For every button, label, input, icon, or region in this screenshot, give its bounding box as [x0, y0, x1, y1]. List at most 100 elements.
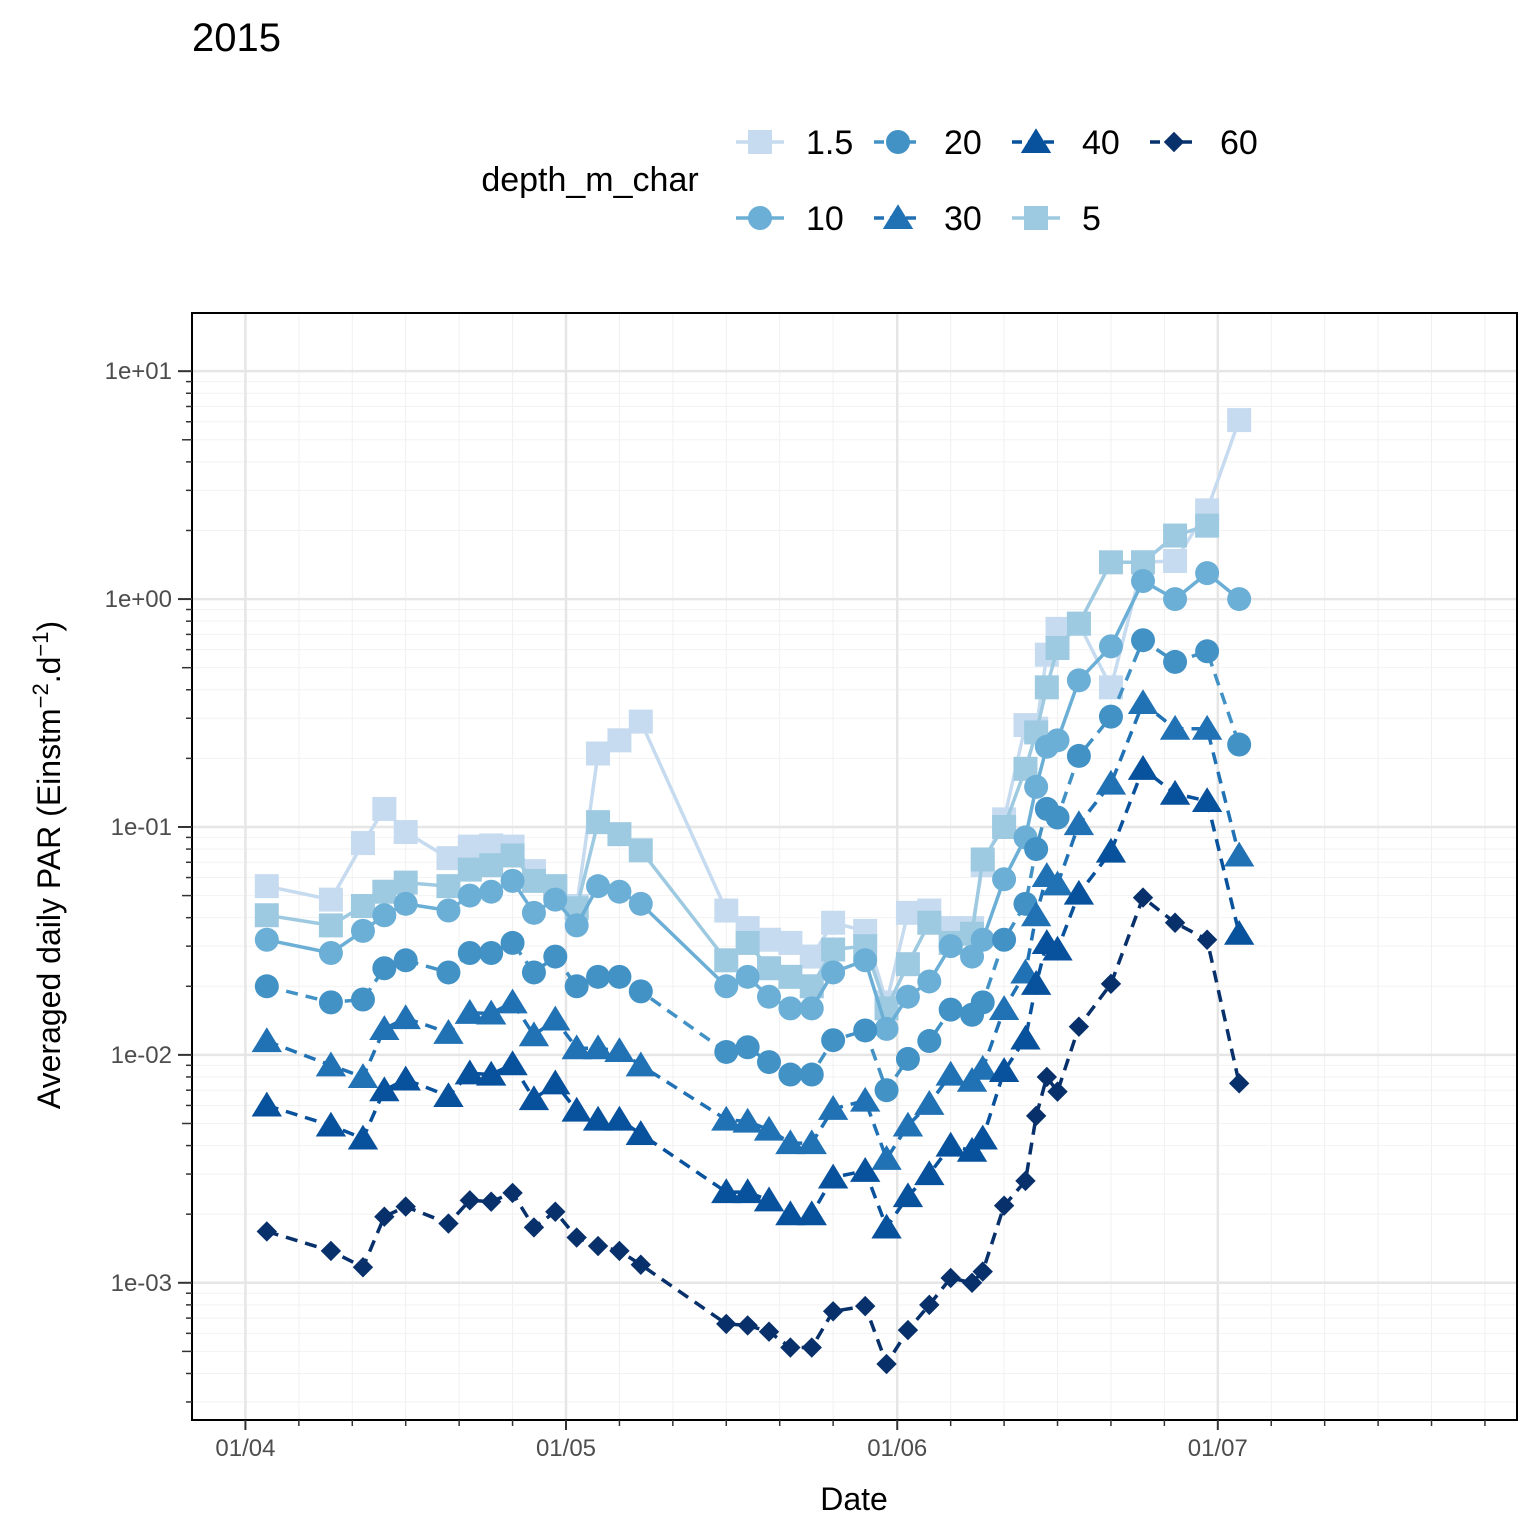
legend-label: 60 [1220, 124, 1258, 162]
data-point [438, 1213, 459, 1234]
data-point [917, 1029, 942, 1054]
data-point [476, 1060, 507, 1086]
data-point [436, 960, 461, 985]
legend-item-1-5: 1.5 [736, 124, 853, 162]
data-point [390, 1004, 421, 1030]
data-point [393, 948, 418, 973]
data-point [817, 1095, 849, 1120]
data-point [318, 913, 343, 938]
data-point [1159, 714, 1191, 740]
data-point [523, 1217, 545, 1238]
data-point [775, 1129, 806, 1155]
data-point [457, 857, 482, 882]
data-point [796, 1129, 827, 1155]
data-point [1024, 774, 1049, 799]
data-point [1063, 879, 1095, 905]
y-tick-label: 1e-02 [111, 1042, 172, 1069]
legend-label: 20 [944, 124, 982, 162]
data-point [753, 1186, 785, 1212]
data-point [586, 964, 611, 989]
data-point [251, 1091, 282, 1117]
data-point [433, 1018, 464, 1044]
data-point [1100, 973, 1122, 995]
legend-label: 30 [944, 200, 982, 238]
data-point [711, 1178, 742, 1204]
data-point [775, 1200, 806, 1226]
series-40 [251, 755, 1255, 1239]
data-point [1195, 561, 1220, 586]
data-point [961, 1272, 983, 1293]
data-point [1131, 628, 1156, 653]
data-point [347, 1124, 379, 1150]
data-point [500, 843, 525, 868]
data-point [778, 1062, 803, 1087]
legend: depth_m_char 1.5 20 40 60 10 30 5 [481, 124, 1258, 238]
data-point [1034, 675, 1059, 700]
series-10 [254, 561, 1252, 1041]
data-point [1020, 970, 1052, 995]
data-point [1098, 704, 1123, 729]
data-point [540, 1069, 571, 1095]
data-point [1223, 919, 1255, 945]
data-point [1163, 649, 1188, 674]
data-point [318, 887, 343, 912]
data-point [586, 874, 611, 899]
y-tick-label: 1e-01 [111, 814, 172, 841]
data-point [876, 1353, 897, 1375]
axes: 1e-03 1e-02 1e-01 1e+00 1e+01 01/04 01/05 01/06… [105, 358, 1486, 1462]
grid [192, 313, 1517, 1420]
data-point [476, 999, 507, 1025]
data-point [735, 1035, 760, 1060]
data-point [254, 903, 279, 928]
data-point [1127, 755, 1159, 780]
data-point [1191, 714, 1223, 740]
data-point [436, 898, 461, 923]
data-point [874, 1078, 899, 1103]
data-point [1063, 810, 1095, 836]
data-point [892, 1111, 924, 1137]
data-point [607, 822, 632, 847]
data-point [821, 960, 846, 985]
legend-label: 40 [1082, 124, 1120, 162]
data-point [967, 1054, 998, 1080]
data-point [254, 874, 279, 899]
legend-key-marker [1020, 128, 1052, 154]
data-point [1191, 787, 1223, 813]
data-point [479, 853, 504, 878]
legend-title: depth_m_char [481, 161, 698, 199]
data-point [1228, 1073, 1250, 1094]
data-point [732, 1107, 763, 1133]
panel-border [191, 312, 1518, 1421]
legend-key-marker [1163, 131, 1185, 153]
data-point [895, 952, 920, 977]
data-point [853, 948, 878, 973]
data-point [518, 1021, 550, 1047]
data-point [850, 1157, 881, 1182]
data-point [757, 1050, 782, 1075]
data-point [586, 810, 611, 835]
data-point [711, 1105, 742, 1131]
data-point [917, 910, 942, 935]
data-point [604, 1037, 635, 1063]
data-point [1045, 805, 1070, 830]
series-layer [251, 408, 1255, 1375]
data-point [897, 1319, 919, 1341]
data-point [854, 1295, 876, 1317]
data-point [497, 988, 528, 1014]
data-point [1025, 1105, 1047, 1127]
data-point [625, 1120, 656, 1145]
data-point [625, 1051, 656, 1077]
data-point [821, 1028, 846, 1053]
data-point [778, 930, 803, 955]
data-point [822, 1301, 844, 1322]
series-30 [251, 689, 1255, 1170]
data-point [801, 1337, 822, 1358]
data-point [850, 1086, 881, 1112]
data-point [1195, 513, 1220, 538]
data-point [628, 891, 653, 916]
data-point [757, 927, 782, 952]
data-point [609, 1240, 630, 1262]
data-point [479, 940, 504, 965]
data-point [892, 1182, 924, 1208]
data-point [796, 1200, 827, 1226]
